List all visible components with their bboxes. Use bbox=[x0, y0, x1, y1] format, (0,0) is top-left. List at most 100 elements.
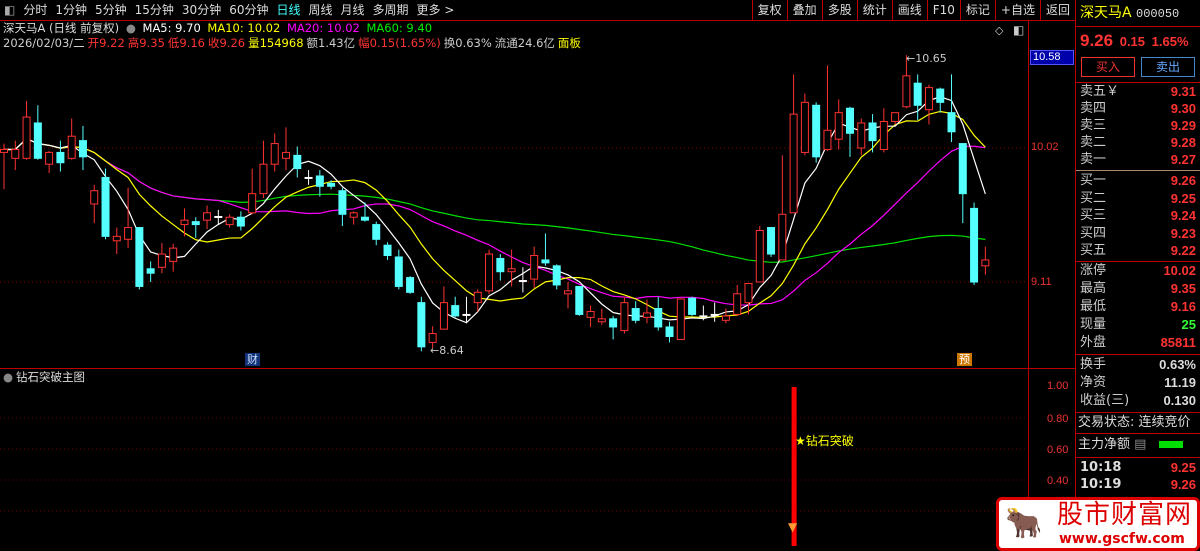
row-label: 买四 bbox=[1080, 225, 1107, 241]
period-tab[interactable]: 分时 bbox=[23, 3, 48, 17]
row-value: 9.29 bbox=[1170, 118, 1196, 133]
period-tab[interactable]: 60分钟 bbox=[229, 3, 269, 17]
toolbar-button[interactable]: 多股 bbox=[821, 0, 857, 21]
candle-body bbox=[530, 255, 539, 280]
quote-row: 买一 9.26 bbox=[1080, 173, 1200, 189]
toolbar-button[interactable]: 统计 bbox=[856, 0, 892, 21]
row-label: 涨停 bbox=[1080, 263, 1107, 278]
quote-panel: 深天马A 000050 9.26 0.15 1.65% 买入 卖出 卖五￥ 9.3… bbox=[1075, 0, 1200, 551]
max-label: ←10.65 bbox=[906, 52, 947, 65]
close: 收9.26 bbox=[208, 36, 246, 50]
period-tab[interactable]: 月线 bbox=[340, 3, 365, 17]
candle-body bbox=[327, 182, 336, 187]
candle-body bbox=[248, 193, 257, 214]
watermark-logo: 🐂 股市财富网 www.gscfw.com bbox=[996, 497, 1200, 551]
indicator-name: 钻石突破主图 bbox=[16, 370, 86, 384]
period-tab[interactable]: 30分钟 bbox=[181, 3, 222, 17]
quote-row: 最低 9.16 bbox=[1080, 299, 1200, 315]
period-tab[interactable]: 5分钟 bbox=[95, 3, 127, 17]
row-label: 买二 bbox=[1080, 190, 1107, 206]
menu-icon[interactable]: ▤ bbox=[1134, 437, 1147, 452]
candle-body bbox=[135, 227, 144, 287]
toolbar-button[interactable]: 标记 bbox=[959, 0, 995, 21]
toolbar-button[interactable]: 返回 bbox=[1039, 0, 1075, 21]
row-value: 0.130 bbox=[1163, 393, 1196, 408]
period-tab[interactable]: 1分钟 bbox=[55, 3, 87, 17]
sell-button[interactable]: 卖出 bbox=[1141, 57, 1195, 77]
candle-body bbox=[22, 116, 31, 159]
candle-body bbox=[823, 129, 832, 150]
candle-body bbox=[846, 107, 854, 134]
period-tab[interactable]: 周线 bbox=[308, 3, 333, 17]
price-change-pct: 1.65% bbox=[1151, 34, 1189, 49]
quote-row: 买五 9.22 bbox=[1080, 243, 1200, 259]
ma5-line bbox=[4, 96, 986, 324]
candlestick-chart[interactable] bbox=[0, 0, 1028, 551]
stock-name: 深天马A bbox=[1080, 5, 1132, 21]
volume: 量154968 bbox=[248, 36, 304, 50]
toolbar-button[interactable]: F10 bbox=[926, 0, 960, 21]
row-label: 买一 bbox=[1080, 173, 1107, 188]
candle-body bbox=[101, 176, 110, 237]
ox-logo-icon: 🐂 bbox=[1005, 506, 1043, 541]
candle-body bbox=[338, 190, 347, 215]
toolbar-button[interactable]: 画线 bbox=[891, 0, 927, 21]
panel-toggle-icon-2[interactable]: ◧ bbox=[1013, 23, 1025, 37]
candle-body bbox=[767, 227, 776, 255]
ohlc-line: 2026/02/03/二 开9.22 高9.35 低9.16 收9.26 量154968 额… bbox=[3, 37, 584, 50]
min-label: ←8.64 bbox=[430, 344, 464, 357]
candle-body bbox=[755, 229, 764, 283]
candle-body bbox=[11, 148, 20, 159]
candle-body bbox=[812, 104, 821, 158]
badge-finance[interactable]: 财 bbox=[245, 353, 260, 366]
stock-title: 深天马A (日线 前复权) bbox=[3, 21, 120, 35]
turnover: 换0.63% bbox=[443, 36, 492, 50]
candle-body bbox=[688, 297, 697, 315]
candle-body bbox=[270, 143, 279, 165]
period-tab[interactable]: 日线 bbox=[276, 3, 301, 17]
candle-body bbox=[45, 151, 54, 165]
candle-body bbox=[913, 82, 922, 106]
board-link[interactable]: 面板 bbox=[557, 36, 581, 50]
panel-toggle-icon[interactable]: ◧ bbox=[4, 3, 16, 17]
row-label: 外盘 bbox=[1080, 335, 1107, 350]
period-tab[interactable]: 更多 > bbox=[416, 3, 455, 17]
candle-body bbox=[90, 190, 99, 205]
buy-button[interactable]: 买入 bbox=[1081, 57, 1135, 77]
candle-body bbox=[383, 244, 392, 257]
period-tab[interactable]: 15分钟 bbox=[134, 3, 174, 17]
amount: 额1.43亿 bbox=[306, 36, 356, 50]
candle-body bbox=[417, 302, 426, 348]
price-change: 0.15 bbox=[1119, 34, 1146, 49]
candle-body bbox=[586, 310, 595, 318]
row-label: 最高 bbox=[1080, 281, 1107, 296]
quote-row: 卖五￥ 9.31 bbox=[1080, 84, 1200, 100]
trade-status: 交易状态: 连续竞价 bbox=[1078, 415, 1191, 430]
row-label: 卖一 bbox=[1080, 152, 1107, 167]
toolbar-button[interactable]: +自选 bbox=[994, 0, 1040, 21]
toolbar-button[interactable]: 复权 bbox=[751, 0, 787, 21]
badge-forecast[interactable]: 预 bbox=[957, 353, 972, 366]
candle-body bbox=[970, 207, 979, 283]
candle-body bbox=[406, 277, 415, 293]
row-value: 9.24 bbox=[1170, 208, 1196, 223]
candle-body bbox=[857, 122, 866, 149]
main-net-label: 主力净额 bbox=[1078, 437, 1131, 452]
candle-body bbox=[485, 253, 494, 292]
candle-body bbox=[349, 212, 358, 218]
candle-body bbox=[428, 333, 437, 343]
candle-body bbox=[936, 88, 945, 103]
row-value: 85811 bbox=[1160, 335, 1196, 350]
open: 开9.22 bbox=[87, 36, 125, 50]
candle-body bbox=[146, 268, 155, 274]
candle-body bbox=[710, 313, 719, 316]
collapse-icon[interactable]: ● bbox=[3, 370, 14, 384]
settings-dropdown-icon[interactable]: ● bbox=[125, 21, 136, 35]
diamond-icon[interactable]: ◇ bbox=[995, 24, 1004, 37]
toolbar-button[interactable]: 叠加 bbox=[786, 0, 822, 21]
candle-body bbox=[518, 280, 527, 283]
candle-body bbox=[902, 75, 911, 108]
candle-body bbox=[56, 151, 65, 164]
candle-body bbox=[676, 298, 685, 340]
period-tab[interactable]: 多周期 bbox=[372, 3, 409, 17]
